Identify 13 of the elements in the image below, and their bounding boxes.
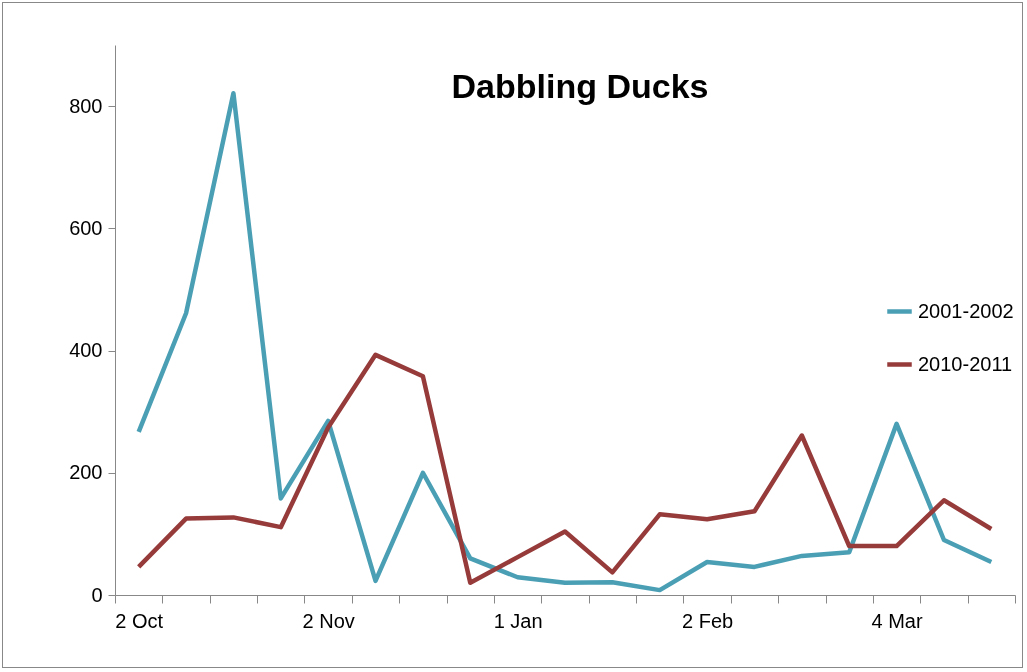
y-tick-label: 200 [69, 461, 103, 484]
y-tick-label: 0 [91, 583, 103, 606]
y-tick-label: 400 [69, 339, 103, 362]
y-tick-label: 600 [69, 216, 103, 239]
x-tick-label: 4 Mar [871, 609, 923, 632]
legend-label: 2010-2011 [918, 352, 1013, 375]
y-tick-label: 800 [69, 94, 103, 117]
x-tick-label: 2 Nov [302, 609, 355, 632]
text: Dabbling Ducks [451, 67, 709, 105]
x-tick-label: 2 Feb [682, 609, 734, 632]
x-tick-label: 2 Oct [115, 609, 164, 632]
x-tick-label: 1 Jan [493, 609, 543, 632]
legend-label: 2001-2002 [918, 299, 1014, 322]
